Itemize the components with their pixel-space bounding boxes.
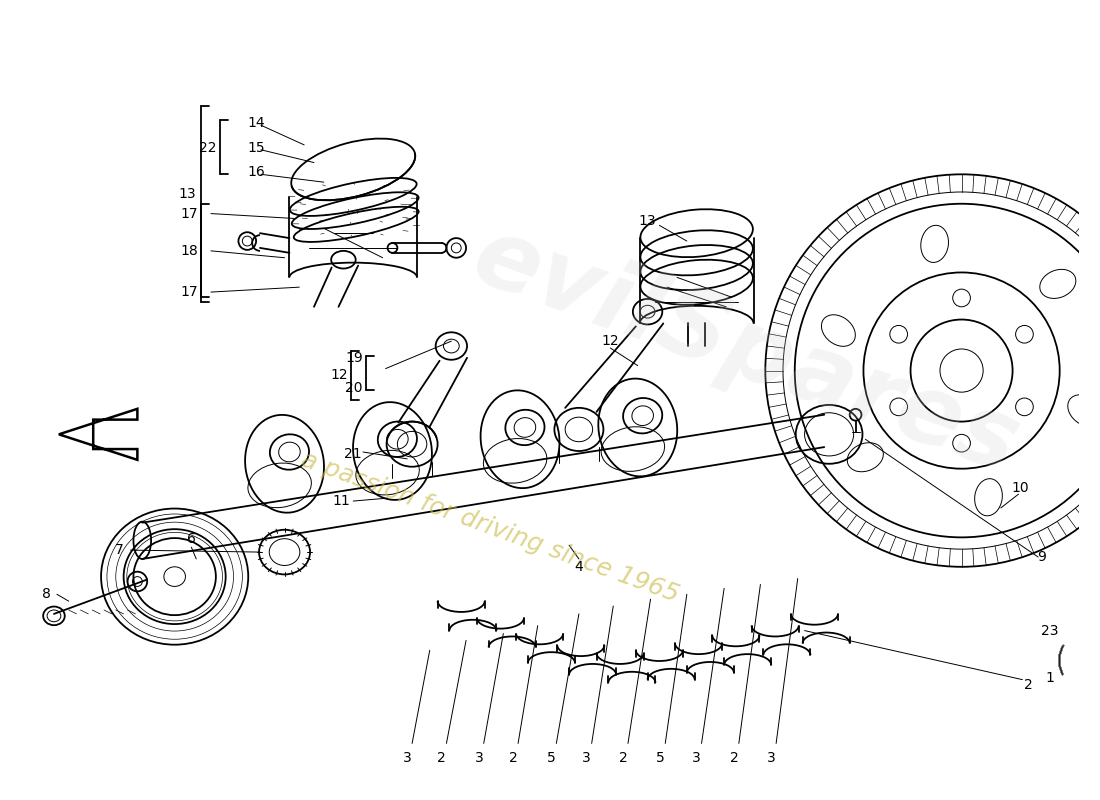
Text: 12: 12 [602, 334, 619, 348]
Text: 2: 2 [729, 751, 738, 765]
Text: 2: 2 [618, 751, 627, 765]
Text: 13: 13 [639, 214, 657, 229]
Text: 7: 7 [116, 543, 124, 557]
Text: 3: 3 [692, 751, 701, 765]
Text: 19: 19 [345, 351, 363, 365]
Text: 9: 9 [1037, 550, 1046, 564]
Text: 21: 21 [344, 447, 362, 461]
Text: 4: 4 [574, 560, 583, 574]
Text: 2: 2 [1024, 678, 1033, 691]
Text: 6: 6 [187, 532, 196, 546]
Text: 1: 1 [1045, 670, 1054, 685]
Text: 22: 22 [199, 141, 217, 155]
Text: 17: 17 [180, 206, 198, 221]
Text: 3: 3 [474, 751, 483, 765]
Text: 11: 11 [332, 494, 350, 508]
Text: 3: 3 [582, 751, 591, 765]
Text: 12: 12 [331, 369, 349, 382]
Text: 23: 23 [1041, 623, 1058, 638]
Text: 17: 17 [180, 285, 198, 299]
Text: 18: 18 [180, 244, 198, 258]
Text: 2: 2 [509, 751, 517, 765]
Text: 3: 3 [403, 751, 411, 765]
Text: 8: 8 [42, 587, 51, 602]
Text: 2: 2 [437, 751, 446, 765]
Text: 10: 10 [1012, 482, 1030, 495]
Text: a passion for driving since 1965: a passion for driving since 1965 [298, 448, 683, 607]
Text: 20: 20 [345, 382, 363, 395]
Text: 3: 3 [767, 751, 775, 765]
Text: 5: 5 [656, 751, 664, 765]
Text: 15: 15 [248, 141, 265, 155]
Text: 16: 16 [248, 166, 265, 179]
Text: 14: 14 [248, 116, 265, 130]
Text: 5: 5 [547, 751, 556, 765]
Text: 13: 13 [178, 187, 196, 201]
Text: evilSpares: evilSpares [461, 210, 1031, 493]
